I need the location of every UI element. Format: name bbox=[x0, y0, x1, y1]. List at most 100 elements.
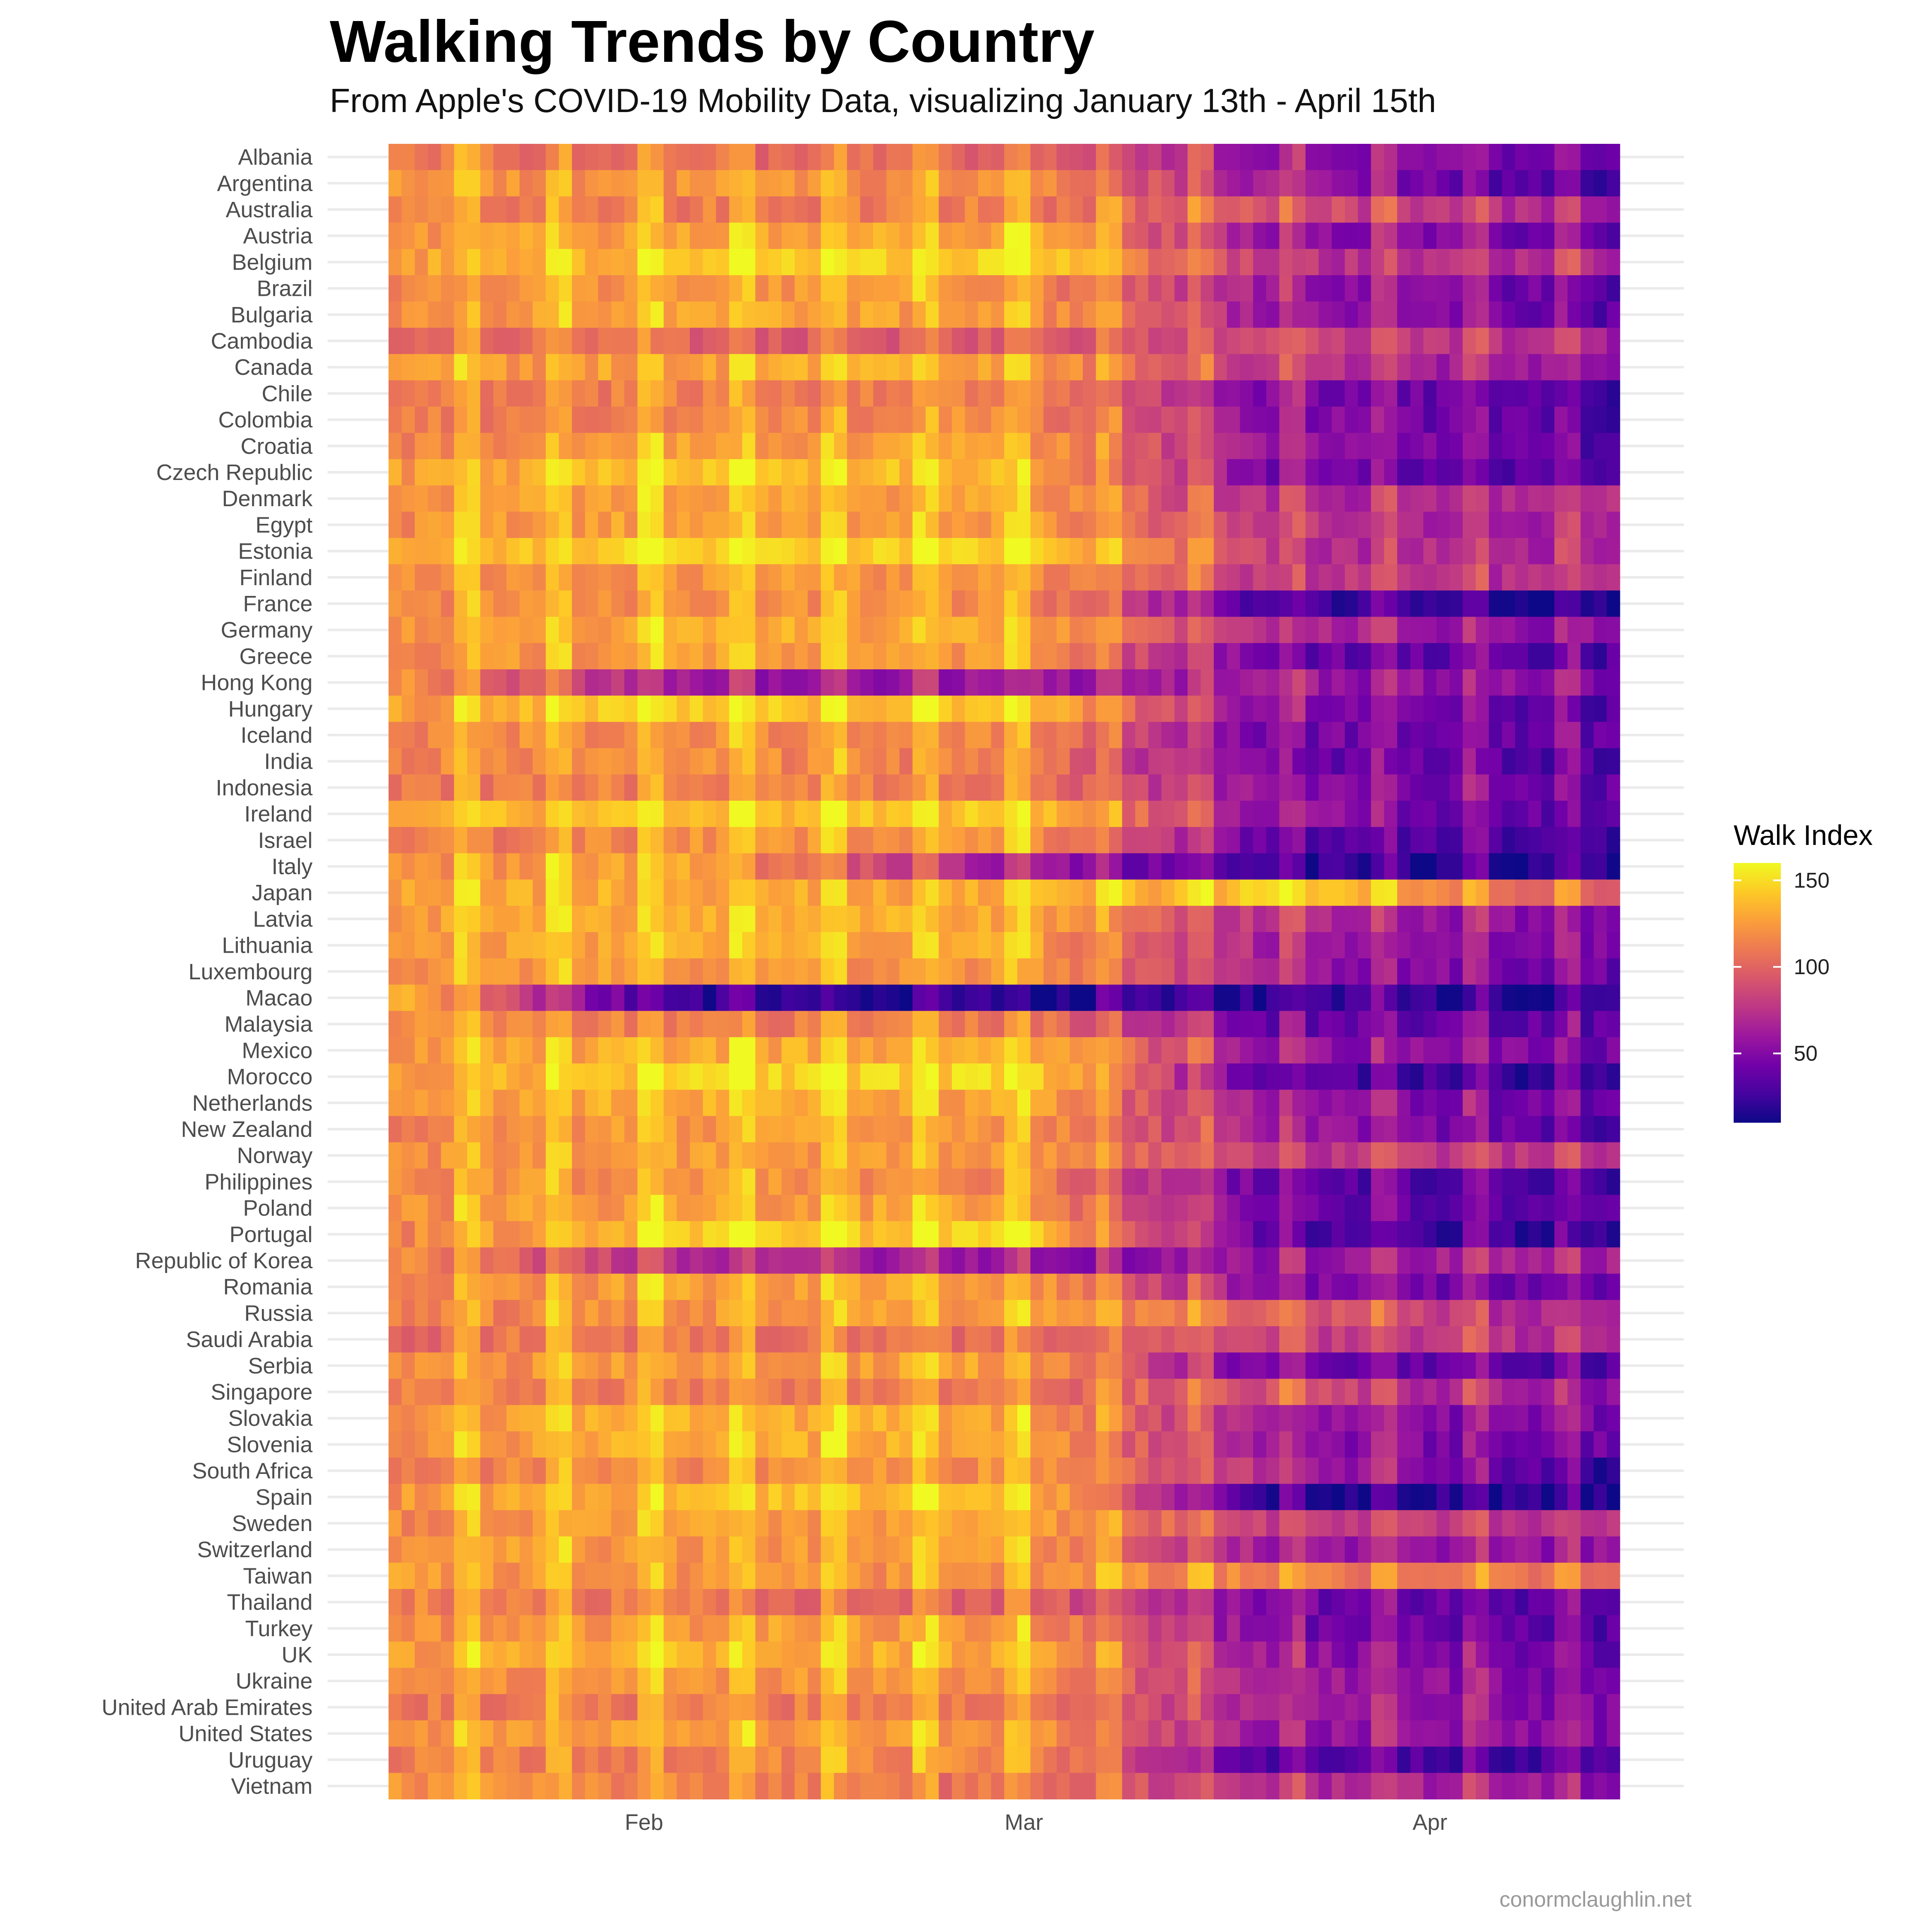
heatmap-cell bbox=[1043, 722, 1057, 749]
heatmap-cell bbox=[1200, 1379, 1214, 1406]
heatmap-cell bbox=[1057, 249, 1070, 276]
heatmap-cell bbox=[1292, 984, 1306, 1012]
heatmap-cell bbox=[899, 301, 913, 328]
heatmap-cell bbox=[1593, 1063, 1607, 1090]
heatmap-cell bbox=[1109, 1090, 1123, 1116]
heatmap-cell bbox=[1200, 801, 1214, 827]
heatmap-cell bbox=[1607, 1431, 1620, 1458]
heatmap-cell bbox=[1476, 1300, 1489, 1327]
heatmap-cell bbox=[1358, 328, 1371, 355]
heatmap-cell bbox=[677, 827, 690, 854]
heatmap-cell bbox=[716, 538, 729, 565]
heatmap-cell bbox=[1371, 1116, 1385, 1143]
heatmap-cell bbox=[1017, 853, 1031, 880]
heatmap-cell bbox=[480, 407, 494, 433]
heatmap-cell bbox=[847, 1168, 860, 1195]
heatmap-cell bbox=[1083, 459, 1097, 486]
heatmap-cell bbox=[1083, 564, 1097, 591]
heatmap-cell bbox=[808, 196, 821, 223]
heatmap-cell bbox=[1384, 1037, 1397, 1064]
heatmap-cell bbox=[991, 275, 1005, 302]
heatmap-cell bbox=[1502, 1352, 1516, 1379]
heatmap-cell bbox=[559, 1405, 572, 1432]
heatmap-cell bbox=[1488, 354, 1502, 381]
heatmap-cell bbox=[951, 380, 966, 407]
heatmap-cell bbox=[860, 511, 874, 538]
heatmap-cell bbox=[441, 1379, 455, 1406]
heatmap-cell bbox=[454, 196, 468, 223]
heatmap-cell bbox=[965, 433, 978, 459]
heatmap-cell bbox=[1214, 433, 1227, 459]
heatmap-cell bbox=[624, 511, 638, 538]
heatmap-cell bbox=[1541, 485, 1555, 512]
heatmap-cell bbox=[991, 801, 1005, 827]
heatmap-cell bbox=[428, 144, 441, 170]
heatmap-cell bbox=[1279, 275, 1293, 302]
heatmap-cell bbox=[1423, 643, 1437, 670]
heatmap-cell bbox=[1371, 1195, 1385, 1221]
heatmap-cell bbox=[1096, 170, 1109, 197]
heatmap-cell bbox=[1214, 696, 1227, 722]
heatmap-cell bbox=[1043, 380, 1057, 407]
heatmap-cell bbox=[624, 275, 638, 302]
heatmap-cell bbox=[1174, 1352, 1188, 1379]
heatmap-cell bbox=[939, 328, 952, 355]
heatmap-cell bbox=[860, 1037, 874, 1064]
heatmap-cell bbox=[415, 1326, 428, 1353]
heatmap-cell bbox=[1057, 1195, 1070, 1221]
heatmap-cell bbox=[1567, 643, 1581, 670]
heatmap-cell bbox=[1371, 1326, 1385, 1353]
heatmap-cell bbox=[1502, 1011, 1516, 1038]
heatmap-cell bbox=[978, 748, 992, 775]
heatmap-cell bbox=[847, 1221, 860, 1248]
heatmap-cell bbox=[716, 774, 729, 801]
heatmap-cell bbox=[1083, 1458, 1097, 1484]
heatmap-cell bbox=[820, 1011, 834, 1038]
heatmap-cell bbox=[559, 1300, 572, 1327]
heatmap-cell bbox=[650, 1247, 664, 1274]
heatmap-cell bbox=[1515, 1326, 1529, 1353]
heatmap-cell bbox=[1240, 958, 1254, 985]
heatmap-cell bbox=[965, 722, 978, 749]
heatmap-cell bbox=[1515, 328, 1529, 355]
heatmap-cell bbox=[1161, 1168, 1175, 1195]
heatmap-cell bbox=[1345, 801, 1358, 827]
heatmap-cell bbox=[781, 669, 795, 696]
heatmap-cell bbox=[598, 1011, 612, 1038]
heatmap-cell bbox=[1462, 196, 1476, 223]
heatmap-cell bbox=[1148, 1090, 1162, 1116]
heatmap-cell bbox=[1043, 1168, 1057, 1195]
heatmap-cell bbox=[860, 984, 874, 1012]
heatmap-cell bbox=[1567, 748, 1581, 775]
heatmap-cell bbox=[1397, 1273, 1411, 1300]
heatmap-cell bbox=[1580, 801, 1594, 827]
heatmap-cell bbox=[1030, 669, 1044, 696]
heatmap-cell bbox=[847, 564, 860, 591]
heatmap-cell bbox=[1266, 1326, 1280, 1353]
heatmap-cell bbox=[1554, 827, 1568, 854]
heatmap-cell bbox=[716, 144, 729, 170]
heatmap-cell bbox=[1174, 249, 1188, 276]
heatmap-cell bbox=[401, 1116, 415, 1143]
heatmap-cell bbox=[1174, 748, 1188, 775]
heatmap-cell bbox=[1488, 328, 1502, 355]
heatmap-cell bbox=[1580, 328, 1594, 355]
heatmap-cell bbox=[1266, 485, 1280, 512]
heatmap-cell bbox=[690, 643, 703, 670]
heatmap-cell bbox=[978, 801, 992, 827]
heatmap-cell bbox=[1358, 1247, 1371, 1274]
heatmap-cell bbox=[650, 984, 664, 1012]
heatmap-cell bbox=[1371, 853, 1385, 880]
heatmap-cell bbox=[1371, 380, 1385, 407]
heatmap-cell bbox=[1410, 380, 1424, 407]
heatmap-cell bbox=[1069, 144, 1083, 170]
heatmap-cell bbox=[1174, 459, 1188, 486]
heatmap-cell bbox=[428, 1195, 441, 1221]
heatmap-cell bbox=[1057, 1431, 1070, 1458]
heatmap-cell bbox=[1279, 1221, 1293, 1248]
heatmap-cell bbox=[532, 1037, 546, 1064]
heatmap-cell bbox=[1030, 1273, 1044, 1300]
heatmap-cell bbox=[808, 853, 821, 880]
heatmap-cell bbox=[820, 1273, 834, 1300]
heatmap-cell bbox=[768, 1221, 782, 1248]
